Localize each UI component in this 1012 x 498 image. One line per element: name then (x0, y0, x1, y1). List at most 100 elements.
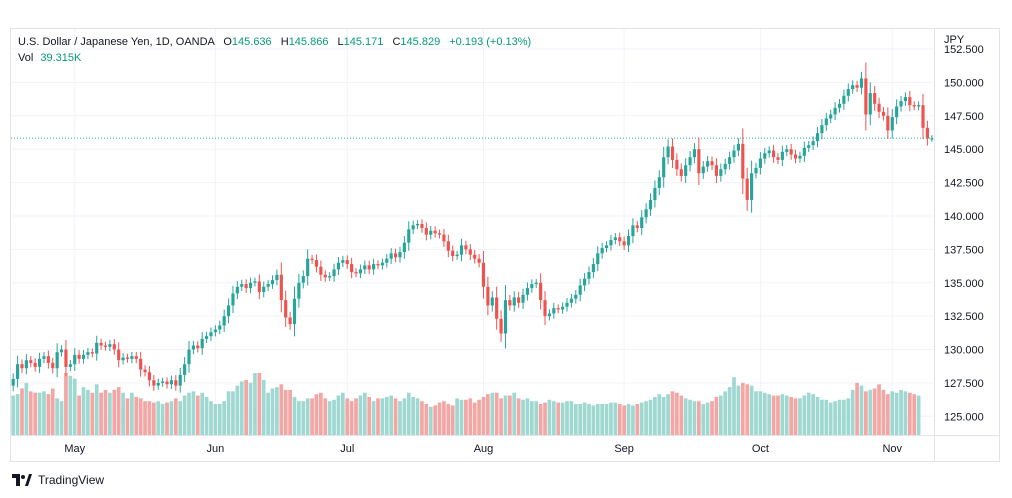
volume-bar (354, 398, 358, 435)
y-tick-label: 150.000 (944, 77, 984, 89)
close-value: 145.829 (400, 36, 441, 48)
candle-body (64, 349, 68, 367)
symbol-name[interactable]: U.S. Dollar / Japanese Yen, 1D, OANDA (18, 36, 215, 48)
candle-body (745, 178, 749, 200)
candle-body (864, 78, 868, 115)
volume-bar (538, 404, 543, 435)
volume-bar (178, 401, 183, 435)
volume-bar (679, 395, 684, 435)
volume-bar (99, 392, 103, 435)
candle-body (90, 352, 94, 354)
y-tick-label: 132.500 (944, 311, 984, 323)
volume-bar (301, 401, 306, 435)
volume-bar (481, 396, 486, 435)
candle-body (77, 354, 81, 359)
candle-body (152, 380, 156, 386)
volume-bar (692, 401, 697, 435)
open-value: 145.636 (231, 36, 272, 48)
volume-bar (77, 395, 81, 435)
candle-body (499, 318, 503, 334)
candle-body (618, 237, 622, 242)
candle-body (433, 230, 437, 234)
volume-bar (24, 382, 29, 435)
volume-bar (697, 401, 701, 435)
candle-body (877, 103, 881, 112)
volume-bar (442, 401, 446, 435)
volume-bar (903, 391, 908, 435)
volume-bar (235, 385, 240, 435)
volume-bar (793, 398, 798, 435)
volume-bar (806, 392, 811, 435)
volume-bar (609, 402, 613, 435)
volume-bar (846, 398, 851, 435)
volume-bar (499, 398, 503, 435)
volume-bar (556, 402, 561, 435)
volume-label[interactable]: Vol (18, 52, 34, 64)
volume-bar (415, 398, 420, 435)
volume-bar (253, 373, 257, 435)
volume-bar (811, 394, 815, 435)
volume-bar (319, 392, 323, 435)
candle-body (811, 141, 815, 146)
volume-bar (714, 396, 719, 435)
candle-body (626, 236, 631, 246)
candle-body (328, 276, 332, 278)
volume-bar (802, 395, 807, 435)
candle-body (451, 250, 455, 257)
candle-body (415, 223, 420, 226)
candle-body (284, 300, 288, 318)
candle-body (231, 293, 235, 306)
volume-bar (64, 373, 68, 435)
volume-bar (160, 404, 165, 435)
volume-bar (907, 392, 912, 435)
candle-body (736, 143, 740, 151)
volume-bar (494, 392, 499, 435)
volume-bar (683, 398, 688, 435)
candle-body (292, 298, 297, 325)
change-value: +0.193 (+0.13%) (449, 36, 532, 48)
volume-bar (204, 396, 209, 435)
volume-bar (433, 405, 437, 435)
candle-body (776, 157, 780, 160)
volume-bar (332, 399, 336, 435)
volume-bar (138, 398, 143, 435)
candle-body (886, 115, 890, 131)
candle-body (925, 127, 929, 139)
candle-body (741, 143, 745, 179)
candle-body (37, 358, 42, 367)
volume-bar (345, 398, 350, 435)
tradingview-logo[interactable]: TradingView (12, 473, 104, 487)
candle-body (873, 93, 877, 104)
volume-bar (547, 399, 552, 435)
volume-bar (534, 401, 539, 435)
candle-body (59, 349, 64, 353)
candlestick-chart[interactable]: 125.000 127.500 130.000 132.500 135.000 137.5… (11, 29, 999, 461)
volume-bar (661, 396, 666, 435)
candle-body (837, 103, 842, 108)
candle-body (517, 297, 521, 303)
candle-body (644, 209, 648, 218)
candle-body (842, 95, 846, 104)
volume-bar (648, 399, 653, 435)
volume-bar (464, 399, 468, 435)
candle-body (81, 354, 86, 359)
candle-body (631, 225, 635, 237)
candle-body (16, 364, 20, 379)
candle-body (547, 313, 551, 317)
candle-body (306, 258, 310, 277)
volume-bar (275, 387, 279, 435)
candle-body (200, 338, 204, 349)
candle-body (134, 356, 138, 359)
volume-bar (283, 389, 288, 435)
candle-body (314, 260, 319, 267)
candle-body (908, 97, 912, 106)
volume-bar (455, 398, 459, 435)
volume-bar (90, 392, 95, 435)
volume-bar (349, 401, 354, 435)
candle-body (600, 248, 604, 254)
candle-body (125, 357, 130, 359)
candle-body (635, 225, 639, 228)
volume-bar (701, 404, 706, 435)
candle-body (429, 230, 433, 235)
candle-body (539, 282, 543, 301)
